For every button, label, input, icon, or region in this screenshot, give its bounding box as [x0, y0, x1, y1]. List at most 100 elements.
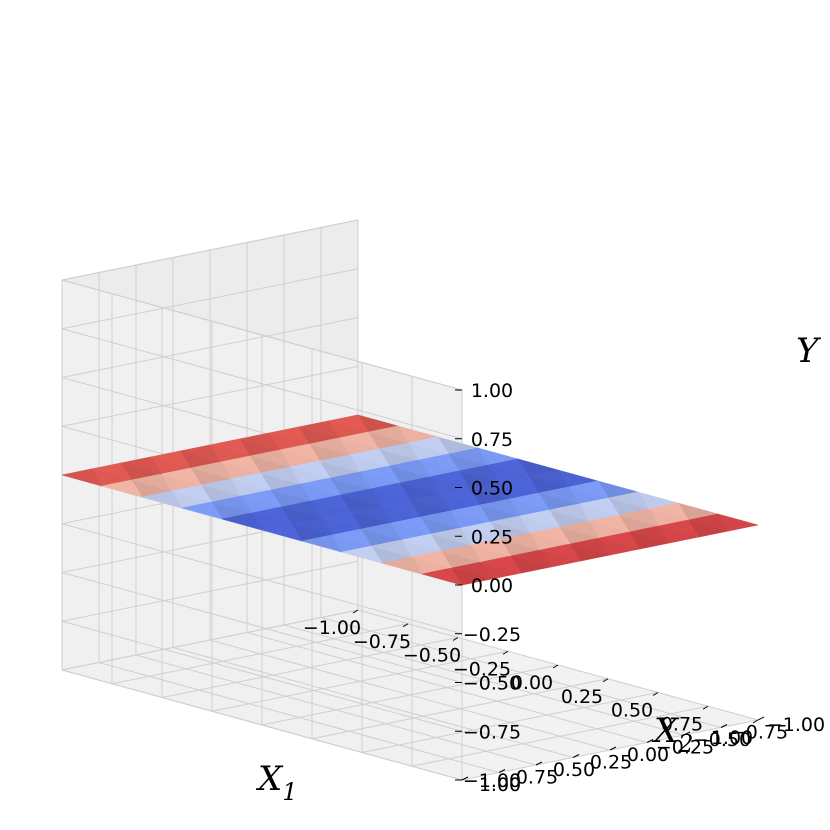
x2-tick: [720, 724, 728, 728]
surface-mesh: [61, 414, 759, 586]
surface-triangle: [451, 561, 493, 580]
surface-triangle: [389, 459, 430, 478]
surface-triangle: [269, 426, 310, 445]
y-axis-label: Y: [796, 331, 822, 371]
gridline-y-back: [61, 572, 463, 683]
x2-tick-label: 0.50: [553, 759, 595, 781]
surface-triangle: [211, 495, 253, 514]
y-tick-label: −0.50: [463, 673, 521, 695]
x2-tick-label: −1.00: [767, 714, 825, 736]
surface-triangle: [509, 492, 550, 511]
surface-triangle: [359, 465, 401, 484]
gridline-x2-floor: [98, 662, 500, 773]
x2-tick: [498, 769, 506, 773]
y-tick-label: −0.75: [463, 721, 521, 743]
surface-triangle: [498, 475, 540, 494]
surface-triangle: [260, 466, 302, 485]
surface-triangle: [489, 515, 531, 534]
surface-triangle: [420, 510, 462, 529]
gridline-y-left: [61, 609, 359, 671]
x2-tick-label: 1.00: [479, 774, 521, 796]
surface-triangle: [390, 516, 432, 535]
surface-triangle: [529, 526, 571, 545]
surface-triangle: [460, 521, 502, 540]
tick-labels: −1.00−0.75−0.50−0.250.000.250.500.751.00…: [303, 380, 825, 796]
surface-triangle: [421, 567, 463, 586]
x1-tick: [452, 637, 459, 641]
surface-triangle: [141, 490, 183, 509]
x1-tick-label: 0.50: [611, 700, 653, 722]
surface-triangle: [171, 484, 213, 503]
y-tick-label: 1.00: [471, 380, 513, 402]
y-tick-label: −0.25: [463, 624, 521, 646]
surface-triangle: [241, 489, 282, 508]
surface-triangle: [161, 467, 202, 486]
x2-tick-label: 0.00: [627, 744, 669, 766]
surface-triangle: [568, 480, 610, 499]
surface-triangle: [349, 448, 390, 467]
surface-triangle: [629, 525, 670, 544]
tick-marks: [352, 389, 765, 781]
surface-triangle: [350, 505, 392, 524]
surface-triangle: [201, 478, 242, 497]
x1-tick: [352, 609, 359, 614]
surface-triangle: [479, 498, 521, 517]
surface-triangle: [378, 442, 420, 461]
surface-triangle: [618, 508, 660, 527]
surface-triangle: [261, 523, 303, 542]
x1-tick-label: −0.50: [403, 645, 461, 667]
y-tick-label: 0.50: [471, 478, 513, 500]
surface-triangle: [448, 447, 490, 466]
x1-tick-label: −0.25: [453, 658, 511, 680]
surface-triangle: [309, 437, 350, 456]
surface-triangle: [481, 555, 522, 574]
x1-tick-label: 1.00: [711, 727, 753, 749]
x2-tick-label: −0.50: [693, 729, 751, 751]
surface-triangle: [230, 472, 272, 491]
surface-triangle: [289, 460, 331, 479]
gridline-x2-floor: [172, 647, 574, 758]
surface-triangle: [180, 444, 222, 463]
gridline-y-back: [61, 328, 463, 440]
surface-triangle: [589, 514, 630, 533]
gridline-x2-floor: [135, 654, 537, 766]
surface-triangle: [608, 491, 650, 510]
surface-triangle: [251, 506, 293, 525]
surface-triangle: [279, 443, 321, 462]
surface-triangle: [150, 450, 192, 469]
x1-tick: [652, 692, 659, 696]
surface-triangle: [688, 513, 730, 532]
gridline-y-back: [61, 279, 463, 391]
surface-triangle: [220, 455, 262, 474]
x2-tick-label: 0.25: [590, 752, 632, 774]
x2-tick: [683, 731, 691, 736]
gridline-x2-floor: [283, 624, 685, 736]
surface-triangle: [121, 456, 162, 475]
x1-tick-label: −0.75: [353, 631, 411, 653]
surface-triangle: [239, 432, 281, 451]
gridline-y-back: [61, 523, 463, 635]
x2-tick-label: 0.75: [516, 767, 558, 789]
gridline-y-left: [61, 219, 359, 281]
surface-triangle: [298, 420, 340, 439]
surface-triangle: [540, 543, 582, 562]
surface-triangle: [408, 436, 450, 455]
gridline-y-left: [61, 268, 359, 330]
x2-tick: [572, 754, 580, 758]
surface-triangle: [209, 438, 251, 457]
y-tick-label: −1.00: [463, 770, 521, 792]
surface-triangle: [430, 527, 472, 546]
surface-triangle: [371, 539, 413, 558]
surface-triangle: [411, 550, 453, 569]
surface-triangle: [338, 431, 380, 450]
x2-tick: [461, 776, 469, 781]
x1-tick: [402, 623, 409, 628]
surface-triangle: [301, 534, 343, 553]
x1-tick-label: 0.25: [561, 686, 603, 708]
gridline-x2-floor: [246, 632, 648, 743]
surface-triangle: [439, 487, 481, 506]
gridline-x2-floor: [209, 639, 611, 751]
surface-triangle: [381, 556, 423, 575]
surface-triangle: [221, 512, 263, 531]
